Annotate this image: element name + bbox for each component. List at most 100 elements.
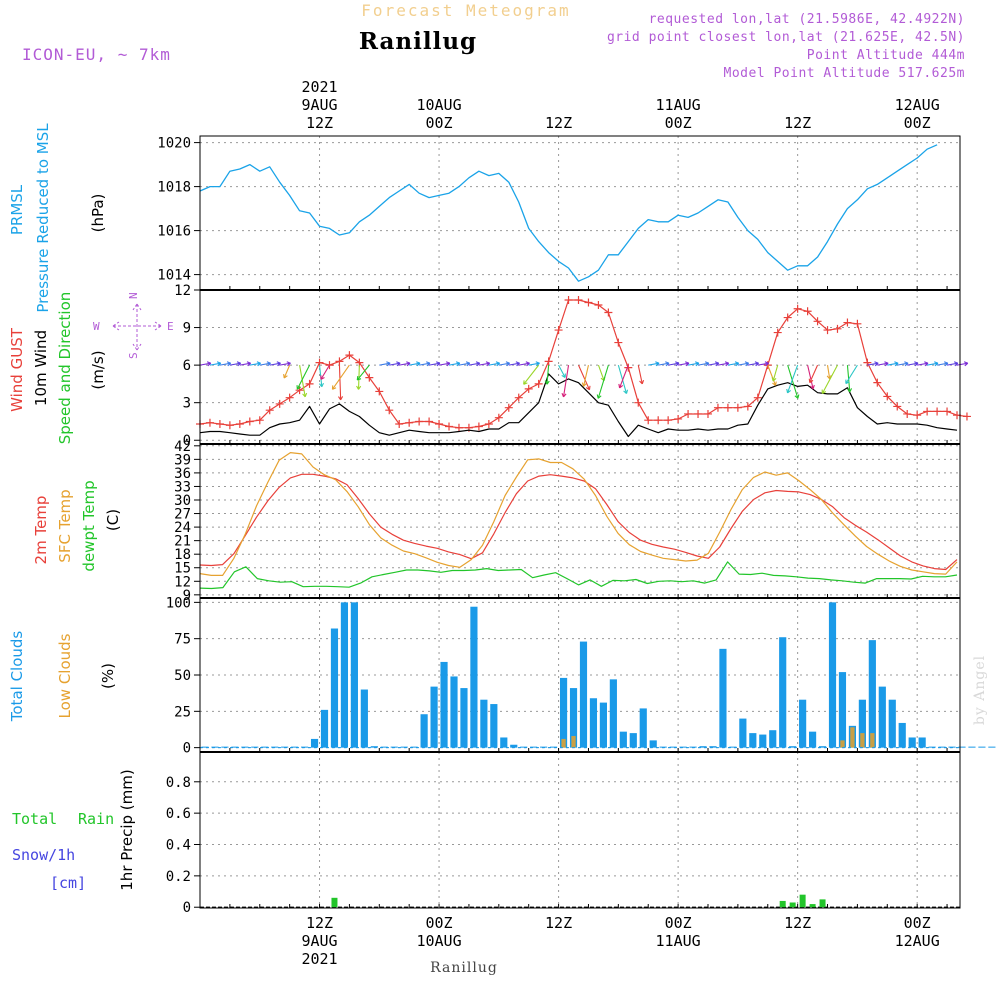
y-tick-label: 9 [183, 588, 191, 604]
wind-arrow [379, 361, 391, 367]
cloud-bar [808, 731, 817, 748]
cloud-bar [480, 699, 488, 748]
bottom-time-label: 12Z [545, 914, 572, 932]
precip-bar [809, 904, 816, 908]
wind-arrow [747, 361, 760, 367]
wind-arrow [409, 361, 421, 367]
top-time-label: 2021 [301, 78, 337, 96]
cloud-bar [231, 746, 239, 748]
lowcloud-bar [870, 733, 875, 748]
gust-marker [385, 406, 394, 415]
cloud-bar [739, 718, 747, 748]
gust-marker [793, 304, 802, 313]
y-tick-label: 18 [174, 547, 191, 563]
gust-marker [674, 414, 683, 423]
wind-arrow [508, 361, 520, 367]
grid-point-coords: grid point closest lon,lat (21.625E, 42.… [607, 30, 965, 45]
bottom-time-label: 00Z [904, 914, 931, 932]
gust-marker [923, 407, 932, 416]
cloud-bar [978, 746, 986, 748]
wind-arrow [596, 364, 609, 399]
cloud-bar [908, 737, 916, 748]
cloud-bar [370, 746, 378, 748]
precip-bar [799, 894, 806, 908]
gust-marker [733, 403, 742, 412]
y-tick-label: 1020 [157, 136, 191, 152]
gust-marker [305, 379, 314, 388]
legend-snow-unit: [cm] [50, 874, 86, 892]
cloud-bar [858, 699, 866, 748]
gust-marker [524, 384, 533, 393]
cloud-bar [709, 746, 717, 748]
wind-arrow [821, 364, 838, 395]
requested-coords: requested lon,lat (21.5986E, 42.4922N) [649, 12, 965, 27]
gust-marker [225, 421, 234, 430]
top-time-label: 12Z [306, 114, 333, 132]
precip-bar [779, 900, 786, 908]
cloud-bar [579, 641, 588, 748]
cloud-bar [360, 689, 368, 748]
label-celsius: (C) [104, 509, 122, 531]
gust-marker [873, 378, 882, 387]
gust-marker [395, 419, 404, 428]
wind-arrow [299, 365, 308, 398]
gust-marker [335, 357, 344, 366]
cloud-bar [440, 661, 448, 748]
y-tick-label: 9 [183, 321, 191, 337]
precip-bar [331, 897, 338, 908]
cloud-bar [380, 746, 388, 748]
wind-arrow [338, 365, 344, 401]
panel-frame [199, 751, 961, 909]
cloud-bar [988, 746, 996, 748]
y-tick-label: 75 [174, 632, 191, 648]
wind-arrow [826, 365, 832, 380]
wind-arrow [727, 361, 740, 367]
cloud-bar [261, 746, 269, 748]
top-time-label: 00Z [665, 114, 692, 132]
gust-marker [843, 318, 852, 327]
bottom-time-label: 12Z [306, 914, 333, 932]
cloud-bar [559, 677, 568, 748]
y-tick-label: 0.8 [166, 775, 191, 791]
label-precip: 1hr Precip (mm) [118, 769, 136, 890]
y-tick-label: 6 [183, 358, 191, 374]
model-label: ICON-EU, ~ 7km [22, 45, 171, 64]
cloud-bar [340, 602, 349, 748]
gust-marker [773, 328, 782, 337]
y-tick-label: 50 [174, 668, 191, 684]
label-percent: (%) [99, 663, 117, 689]
precip-bar [819, 899, 826, 908]
gust-marker [962, 412, 971, 421]
y-tick-label: 1016 [157, 224, 191, 240]
gust-marker [365, 373, 374, 382]
cloud-bar [530, 746, 538, 748]
cloud-bar [599, 702, 607, 748]
cloud-bar [569, 688, 578, 748]
label-ms: (m/s) [89, 350, 107, 389]
lowcloud-bar [860, 733, 865, 748]
wind-arrow [581, 364, 590, 387]
wind-arrow [438, 361, 451, 367]
y-tick-label: 0 [183, 741, 191, 757]
gust-marker [594, 301, 603, 310]
cloud-bar [719, 648, 727, 748]
gust-marker [534, 379, 543, 388]
wind-arrow [697, 361, 710, 367]
watermark: by Angel [972, 655, 988, 725]
wind-arrow [927, 361, 939, 367]
gust-marker [205, 418, 214, 427]
wind-arrow [887, 361, 899, 367]
cloud-bar [470, 606, 478, 748]
bottom-time-label: 9AUG [301, 932, 337, 950]
top-time-label: 12Z [545, 114, 572, 132]
wind-arrow [786, 364, 799, 394]
cloud-bar [649, 740, 657, 748]
legend-snow: Snow/1h [12, 846, 75, 864]
cloud-bar [729, 746, 737, 748]
y-tick-label: 0 [183, 900, 191, 916]
gust-marker [415, 417, 424, 426]
wind-arrow [648, 361, 660, 367]
gust-marker [903, 409, 912, 418]
cloud-bar [420, 714, 428, 748]
wind-arrow [419, 361, 431, 367]
